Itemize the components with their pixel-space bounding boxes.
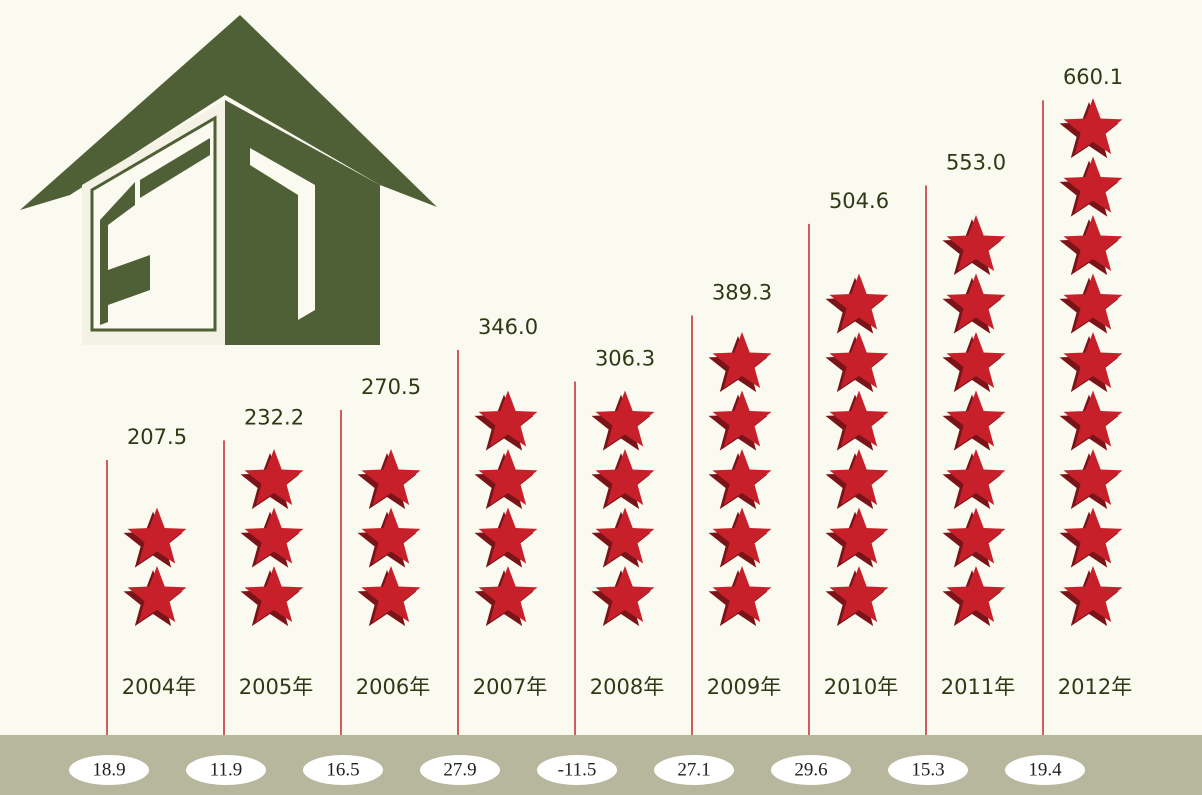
star xyxy=(478,507,538,564)
star xyxy=(361,566,421,623)
star xyxy=(829,273,889,330)
star xyxy=(478,449,538,506)
star xyxy=(946,273,1006,330)
growth-label: -11.5 xyxy=(558,759,597,780)
growth-label: 27.9 xyxy=(443,759,476,780)
star-stack xyxy=(357,449,421,627)
growth-label: 15.3 xyxy=(911,759,944,780)
star xyxy=(712,566,772,623)
star xyxy=(1063,156,1123,213)
value-label: 306.3 xyxy=(595,346,655,370)
star xyxy=(712,390,772,447)
star-stack xyxy=(708,332,772,627)
growth-label: 16.5 xyxy=(326,759,359,780)
value-label: 504.6 xyxy=(829,189,889,213)
star xyxy=(478,566,538,623)
star xyxy=(595,566,655,623)
growth-oval xyxy=(888,755,968,785)
star-stack xyxy=(123,507,187,627)
year-label: 2012年 xyxy=(1058,675,1132,699)
value-label: 553.0 xyxy=(946,150,1006,174)
value-label: 346.0 xyxy=(478,315,538,339)
growth-oval xyxy=(69,755,149,785)
star xyxy=(829,332,889,389)
star xyxy=(1063,449,1123,506)
star xyxy=(361,507,421,564)
star xyxy=(946,390,1006,447)
star xyxy=(946,507,1006,564)
year-label: 2007年 xyxy=(473,675,547,699)
growth-oval xyxy=(420,755,500,785)
star xyxy=(712,332,772,389)
year-label: 2010年 xyxy=(824,675,898,699)
star xyxy=(946,332,1006,389)
star xyxy=(361,449,421,506)
growth-label: 11.9 xyxy=(210,759,243,780)
star xyxy=(244,449,304,506)
growth-oval xyxy=(537,755,617,785)
star xyxy=(829,449,889,506)
growth-oval xyxy=(303,755,383,785)
star-stack xyxy=(825,273,889,627)
growth-oval xyxy=(1005,755,1085,785)
star xyxy=(829,390,889,447)
star xyxy=(1063,390,1123,447)
star xyxy=(1063,507,1123,564)
star-stack xyxy=(240,449,304,627)
star xyxy=(1063,332,1123,389)
year-label: 2008年 xyxy=(590,675,664,699)
growth-label: 18.9 xyxy=(92,759,125,780)
star xyxy=(595,507,655,564)
value-label: 389.3 xyxy=(712,281,772,305)
star xyxy=(127,507,187,564)
growth-oval xyxy=(186,755,266,785)
star xyxy=(1063,566,1123,623)
star xyxy=(946,215,1006,272)
star xyxy=(595,449,655,506)
star-stack xyxy=(591,390,655,627)
star-stack xyxy=(474,390,538,627)
star xyxy=(244,507,304,564)
value-label: 207.5 xyxy=(127,425,187,449)
star xyxy=(1063,273,1123,330)
value-label: 660.1 xyxy=(1063,65,1123,89)
year-label: 2004年 xyxy=(122,675,196,699)
star xyxy=(1063,215,1123,272)
star xyxy=(946,449,1006,506)
star xyxy=(946,566,1006,623)
star xyxy=(712,449,772,506)
star xyxy=(127,566,187,623)
growth-label: 29.6 xyxy=(794,759,827,780)
star xyxy=(244,566,304,623)
star xyxy=(1063,98,1123,155)
growth-oval xyxy=(654,755,734,785)
star xyxy=(478,390,538,447)
year-label: 2011年 xyxy=(941,675,1015,699)
house-icon xyxy=(20,15,437,345)
value-label: 270.5 xyxy=(361,375,421,399)
star xyxy=(712,507,772,564)
growth-label: 19.4 xyxy=(1028,759,1062,780)
growth-oval xyxy=(771,755,851,785)
year-label: 2009年 xyxy=(707,675,781,699)
star xyxy=(829,566,889,623)
growth-label: 27.1 xyxy=(677,759,710,780)
star-stack xyxy=(1059,98,1123,627)
star xyxy=(595,390,655,447)
star xyxy=(829,507,889,564)
year-label: 2006年 xyxy=(356,675,430,699)
star-stack xyxy=(942,215,1006,627)
year-label: 2005年 xyxy=(239,675,313,699)
value-label: 232.2 xyxy=(244,405,304,429)
